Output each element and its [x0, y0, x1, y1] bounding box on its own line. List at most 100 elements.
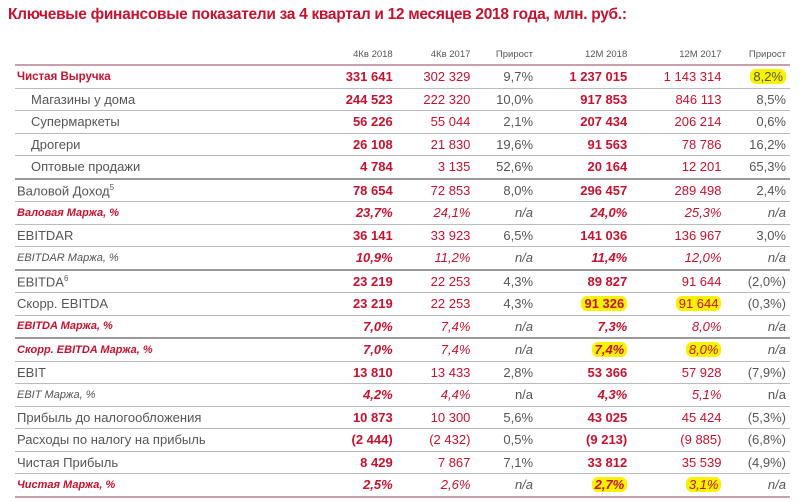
cell-value: 4,3%: [474, 292, 538, 316]
value-text: 5,6%: [503, 409, 534, 425]
cell-value: 91 644: [631, 292, 726, 316]
value-text: 45 424: [681, 409, 722, 425]
value-text: 22 253: [430, 273, 471, 289]
value-text: 4,3%: [503, 296, 534, 312]
column-header: Прирост: [725, 44, 790, 66]
value-text: 10 300: [430, 409, 471, 425]
value-text: 2,5%: [363, 477, 393, 493]
cell-value: 7,1%: [474, 451, 538, 474]
value-text: 7,4%: [440, 318, 471, 334]
row-label-text: Расходы по налогу на прибыль: [17, 432, 206, 448]
value-text: 6,5%: [503, 227, 534, 243]
financial-table: 4Кв 2018 4Кв 2017 Прирост 12M 2018 12M 2017 П…: [15, 44, 790, 498]
value-text: 91 644: [675, 296, 722, 312]
value-text: 72 853: [430, 182, 471, 198]
cell-value: n/a: [474, 473, 538, 498]
cell-value: (2,0%): [725, 269, 790, 293]
column-header: 4Кв 2018: [319, 44, 397, 66]
cell-value: 11,4%: [537, 246, 632, 271]
table-row: Расходы по налогу на прибыль (2 444) (2 43…: [15, 428, 790, 452]
row-label-text: EBITDA: [17, 273, 64, 289]
cell-value: n/a: [474, 201, 538, 225]
value-text: n/a: [514, 477, 534, 493]
cell-value: 8,0%: [631, 338, 726, 362]
value-text: 35 539: [681, 454, 722, 470]
cell-value: n/a: [474, 338, 538, 362]
value-text: 7,3%: [597, 318, 628, 334]
row-label: EBITDA6: [15, 269, 319, 293]
cell-value: n/a: [474, 383, 538, 407]
cell-value: 8 429: [319, 451, 397, 474]
value-text: n/a: [767, 342, 786, 358]
cell-value: 13 810: [319, 361, 397, 384]
cell-value: 35 539: [631, 451, 726, 474]
cell-value: 9,7%: [474, 65, 538, 89]
value-text: 2,7%: [591, 477, 628, 493]
table-header: 4Кв 2018 4Кв 2017 Прирост 12M 2018 12M 2017 П…: [15, 44, 790, 66]
value-text: 10 873: [352, 409, 393, 425]
row-label-text: EBIT: [17, 364, 46, 380]
value-text: 13 810: [352, 364, 393, 380]
value-text: 1 143 314: [663, 69, 722, 85]
value-text: 20 164: [587, 159, 628, 175]
cell-value: (0,3%): [725, 292, 790, 316]
cell-value: (2 444): [319, 428, 397, 452]
value-text: 2,4%: [756, 182, 786, 198]
value-text: 4,4%: [440, 387, 471, 403]
value-text: (9 885): [680, 432, 722, 448]
cell-value: 222 320: [396, 88, 475, 111]
value-text: 21 830: [430, 136, 471, 152]
value-text: 296 457: [580, 182, 628, 198]
value-text: 8,0%: [503, 182, 534, 198]
cell-value: (9 213): [537, 428, 632, 452]
cell-value: 4,2%: [319, 383, 397, 407]
cell-value: 78 786: [631, 133, 726, 156]
row-label: EBITDAR: [15, 224, 319, 247]
cell-value: (7,9%): [725, 361, 790, 384]
value-text: 1 237 015: [569, 69, 628, 85]
value-text: 91 644: [681, 273, 722, 289]
cell-value: 206 214: [631, 110, 726, 134]
cell-value: (5,3%): [725, 406, 790, 429]
cell-value: 8,0%: [474, 178, 538, 202]
row-label: Скорр. EBITDA Маржа, %: [15, 338, 319, 362]
cell-value: 3 135: [396, 155, 475, 180]
cell-value: 23 219: [319, 269, 397, 293]
row-label-text: Скорр. EBITDA Маржа, %: [17, 343, 153, 356]
table-row: Чистая Выручка 331 641 302 329 9,7% 1 237 01…: [15, 65, 790, 89]
cell-value: 2,6%: [396, 473, 475, 498]
cell-value: 2,7%: [537, 473, 632, 498]
cell-value: 3,0%: [725, 224, 790, 247]
cell-value: 26 108: [319, 133, 397, 156]
value-text: (2 444): [351, 432, 393, 448]
cell-value: 22 253: [396, 292, 475, 316]
column-header: 4Кв 2017: [396, 44, 475, 66]
cell-value: 6,5%: [474, 224, 538, 247]
value-text: 331 641: [345, 69, 393, 85]
value-text: 8,0%: [685, 342, 722, 358]
value-text: 4,3%: [503, 273, 534, 289]
cell-value: 22 253: [396, 269, 475, 293]
cell-value: 302 329: [396, 65, 475, 89]
column-header: [15, 44, 319, 66]
value-text: (0,3%): [747, 296, 786, 312]
row-label: Магазины у дома: [15, 88, 319, 111]
value-text: 2,6%: [440, 477, 471, 493]
value-text: 207 434: [580, 114, 628, 130]
cell-value: 43 025: [537, 406, 632, 429]
value-text: 2,8%: [503, 364, 534, 380]
value-text: n/a: [514, 342, 534, 358]
value-text: 7,1%: [503, 454, 534, 470]
value-text: 3,0%: [756, 227, 786, 243]
value-text: 0,5%: [503, 432, 534, 448]
value-text: 16,2%: [749, 136, 786, 152]
cell-value: 7,0%: [319, 315, 397, 339]
value-text: 846 113: [675, 91, 722, 107]
cell-value: 19,6%: [474, 133, 538, 156]
cell-value: 11,2%: [396, 246, 475, 271]
cell-value: 1 237 015: [537, 65, 632, 89]
value-text: 19,6%: [496, 136, 534, 152]
row-label-text: Магазины у дома: [31, 91, 136, 107]
value-text: (4,9%): [747, 454, 786, 470]
cell-value: 12 201: [631, 155, 726, 180]
